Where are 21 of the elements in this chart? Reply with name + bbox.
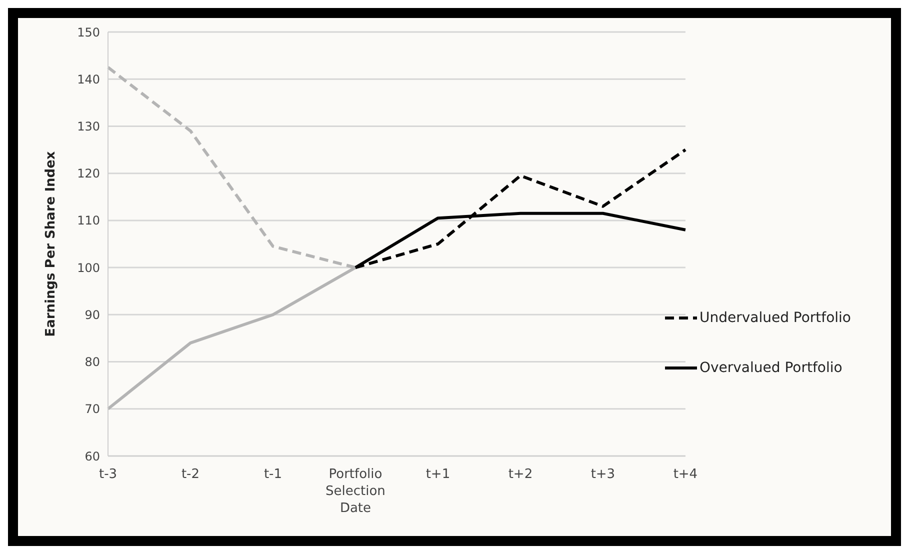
- legend-label: Undervalued Portfolio: [699, 310, 851, 326]
- y-tick-label: 130: [77, 119, 100, 134]
- x-tick-label: t-3: [98, 467, 118, 482]
- x-tick-label: t+1: [426, 467, 450, 482]
- y-tick-label: 140: [77, 72, 100, 86]
- y-tick-label: 100: [77, 260, 100, 275]
- y-tick-label: 60: [84, 449, 100, 464]
- y-tick-label: 120: [77, 166, 100, 181]
- x-tick-label: t-2: [181, 467, 200, 482]
- x-tick-label: t+4: [673, 467, 698, 482]
- x-tick-label: Portfolio Selection Date: [326, 467, 386, 516]
- legend-label: Overvalued Portfolio: [699, 360, 842, 376]
- y-tick-label: 150: [77, 25, 100, 40]
- y-tick-label: 70: [84, 402, 100, 416]
- y-tick-label: 90: [84, 308, 100, 322]
- x-tick-label: t+2: [508, 467, 533, 482]
- y-tick-label: 110: [77, 214, 100, 228]
- y-tick-label: 80: [84, 355, 100, 370]
- x-tick-label: t-1: [264, 467, 282, 482]
- y-axis-title: Earnings Per Share Index: [44, 150, 59, 337]
- x-tick-label: t+3: [590, 467, 616, 482]
